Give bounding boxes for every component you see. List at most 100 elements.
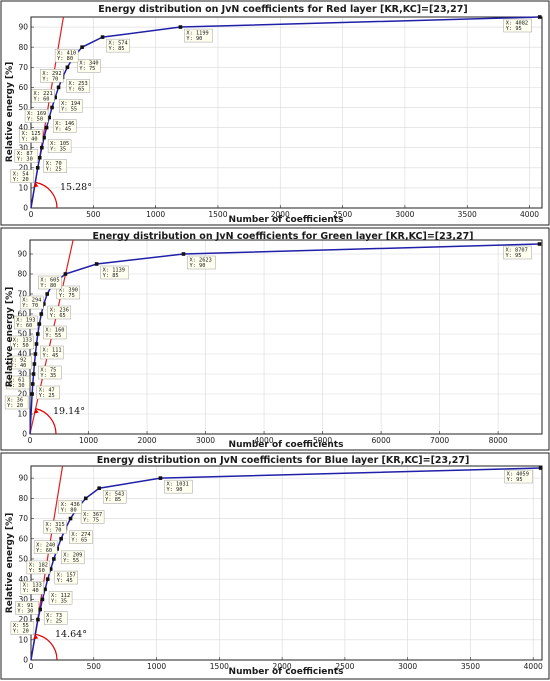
datatip-y-text: Y: 50 [27, 116, 43, 122]
datatip-box [66, 79, 90, 93]
y-tick-label: 0 [22, 430, 27, 439]
datatip-y-text: Y: 90 [189, 263, 205, 269]
datatip-box [26, 560, 51, 575]
y-tick-label: 60 [18, 83, 28, 92]
y-tick-label: 80 [17, 270, 27, 279]
datatip-box [43, 159, 67, 173]
data-point [45, 292, 50, 296]
datatip: X: 73Y: 25 [43, 611, 68, 625]
data-point [30, 382, 35, 386]
y-tick-label: 80 [18, 494, 28, 503]
datatip-y-text: Y: 75 [59, 293, 75, 299]
datatip: X: 75Y: 35 [38, 365, 62, 380]
datatip-x-text: X: 410 [57, 51, 76, 57]
x-tick-label: 1500 [208, 210, 227, 219]
angle-arc [35, 408, 57, 435]
datatip-y-text: Y: 85 [105, 497, 121, 503]
datatip-x-text: X: 111 [42, 348, 61, 354]
datatip-x-text: X: 91 [17, 603, 33, 609]
x-tick-label: 7000 [430, 436, 449, 445]
datatip-y-text: Y: 60 [36, 548, 52, 554]
datatip-x-text: X: 105 [50, 141, 69, 147]
x-tick-label: 500 [86, 210, 101, 219]
chart-title: Energy distribution on JvN coefficients … [97, 455, 470, 466]
datatip-box [38, 365, 62, 380]
datatip-box [184, 28, 213, 43]
datatip: X: 55Y: 20 [10, 621, 35, 635]
y-tick-label: 70 [18, 514, 28, 523]
datatip-box [47, 305, 72, 320]
y-tick-label: 30 [18, 143, 28, 152]
datatip-y-text: Y: 45 [55, 127, 71, 133]
datatip-box [106, 38, 130, 53]
data-point [80, 45, 84, 49]
datatip-box [10, 169, 34, 183]
datatip: X: 70Y: 25 [43, 159, 67, 173]
x-tick-label: 5000 [313, 436, 332, 445]
datatip-y-text: Y: 95 [507, 477, 523, 483]
datatip-box [20, 295, 44, 310]
x-axis-label: Number of coefficients [229, 440, 344, 450]
datatip-y-text: Y: 35 [51, 598, 67, 604]
datatip-x-text: X: 294 [22, 298, 41, 304]
datatip-box [19, 129, 43, 143]
data-point [63, 272, 68, 276]
x-tick-label: 4000 [520, 210, 539, 219]
y-tick-label: 40 [17, 350, 27, 359]
data-point [30, 392, 34, 396]
y-axis-label: Relative energy [%] [5, 287, 15, 387]
datatip-y-text: Y: 85 [103, 273, 119, 279]
datatip-x-text: X: 182 [29, 562, 48, 568]
y-tick-label: 70 [18, 63, 28, 72]
datatip-y-text: Y: 30 [9, 383, 25, 389]
datatip-y-text: Y: 95 [505, 253, 521, 259]
datatip-x-text: X: 605 [40, 278, 59, 284]
x-tick-label: 8000 [489, 436, 508, 445]
data-point [158, 476, 163, 480]
datatip-x-text: X: 133 [23, 583, 42, 589]
datatip-box [503, 18, 532, 33]
panel-frame [0, 0, 550, 226]
datatip-box [33, 540, 58, 554]
x-axis-label: Number of coefficients [229, 215, 344, 225]
y-tick-label: 20 [18, 163, 28, 172]
datatip-box [43, 520, 67, 534]
datatip-y-text: Y: 60 [34, 96, 50, 102]
datatip-x-text: X: 315 [46, 522, 65, 528]
datatip-y-text: Y: 60 [16, 323, 32, 329]
data-markers [30, 242, 542, 396]
y-tick-label: 50 [18, 103, 28, 112]
datatips: X: 36Y: 20 X: 47Y: 25 X: 61Y: 30 X: 75Y: 35… [4, 245, 532, 410]
datatip-y-text: Y: 85 [109, 46, 125, 52]
datatip-x-text: X: 73 [46, 613, 62, 619]
data-point [537, 242, 542, 246]
datatip-x-text: X: 2623 [189, 258, 211, 264]
data-point [42, 135, 46, 140]
datatip-box [15, 601, 39, 615]
datatip-box [56, 285, 81, 300]
data-point [538, 466, 543, 470]
datatip-y-text: Y: 45 [57, 578, 73, 584]
datatip-y-text: Y: 40 [23, 588, 39, 594]
datatip-x-text: X: 436 [61, 502, 80, 508]
datatip-x-text: X: 157 [57, 573, 76, 579]
datatip-x-text: X: 87 [17, 151, 33, 157]
chart-title: Energy distribution on JvN coefficients … [98, 4, 467, 15]
datatip-box [36, 385, 60, 400]
x-tick-label: 500 [87, 662, 102, 671]
y-tick-label: 40 [18, 575, 28, 584]
datatip-y-text: Y: 95 [506, 26, 522, 32]
x-tick-labels: 0 1000 2000 3000 4000 5000 6000 7000 8000 [28, 431, 508, 445]
x-tick-label: 3500 [458, 210, 477, 219]
y-tick-label: 10 [18, 183, 28, 192]
